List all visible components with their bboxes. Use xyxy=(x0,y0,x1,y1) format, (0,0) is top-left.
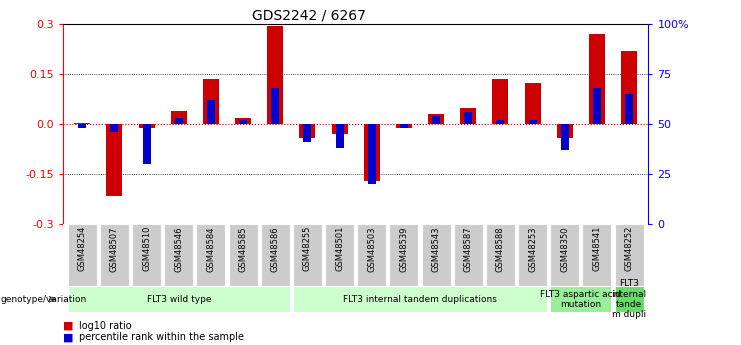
Bar xyxy=(357,224,386,286)
Text: FLT3 wild type: FLT3 wild type xyxy=(147,295,211,304)
Bar xyxy=(422,224,451,286)
Bar xyxy=(464,112,472,124)
Bar xyxy=(68,224,97,286)
Text: FLT3
internal
tande
m dupli: FLT3 internal tande m dupli xyxy=(611,279,647,319)
Bar xyxy=(561,124,569,150)
Bar xyxy=(432,116,440,124)
Bar xyxy=(325,224,354,286)
Bar xyxy=(589,34,605,124)
Text: GSM48587: GSM48587 xyxy=(464,226,473,272)
Bar xyxy=(110,124,119,132)
Bar xyxy=(396,124,412,128)
Bar xyxy=(486,224,515,286)
Text: FLT3 internal tandem duplications: FLT3 internal tandem duplications xyxy=(343,295,497,304)
Bar xyxy=(100,224,129,286)
Title: GDS2242 / 6267: GDS2242 / 6267 xyxy=(252,9,366,23)
Text: GSM48546: GSM48546 xyxy=(174,226,183,272)
Text: percentile rank within the sample: percentile rank within the sample xyxy=(79,333,245,342)
Bar xyxy=(625,94,633,124)
Text: GSM48253: GSM48253 xyxy=(528,226,537,272)
Text: GSM48541: GSM48541 xyxy=(592,226,602,272)
Bar xyxy=(165,224,193,286)
Bar xyxy=(614,286,643,312)
Bar xyxy=(518,224,547,286)
Bar xyxy=(303,124,311,142)
Bar xyxy=(496,120,505,124)
Text: GSM48252: GSM48252 xyxy=(625,226,634,272)
Bar xyxy=(142,124,150,164)
Bar xyxy=(139,124,155,128)
Bar xyxy=(79,124,86,128)
Bar xyxy=(460,108,476,124)
Text: GSM48254: GSM48254 xyxy=(78,226,87,272)
Bar xyxy=(390,224,419,286)
Bar xyxy=(556,124,573,138)
Bar xyxy=(268,26,283,124)
Text: GSM48588: GSM48588 xyxy=(496,226,505,272)
Bar xyxy=(239,120,247,124)
Bar xyxy=(551,224,579,286)
Bar xyxy=(107,124,122,196)
Text: GSM48510: GSM48510 xyxy=(142,226,151,272)
Text: GSM48543: GSM48543 xyxy=(431,226,441,272)
Bar xyxy=(74,122,90,124)
Bar xyxy=(368,124,376,184)
Bar xyxy=(551,286,611,312)
Bar xyxy=(528,120,536,124)
Bar xyxy=(229,224,258,286)
Bar xyxy=(364,124,380,181)
Bar xyxy=(331,124,348,134)
Bar xyxy=(261,224,290,286)
Bar xyxy=(428,114,444,124)
Bar xyxy=(614,224,643,286)
Text: ■: ■ xyxy=(63,333,73,342)
Text: GSM48584: GSM48584 xyxy=(207,226,216,272)
Text: FLT3 aspartic acid
mutation: FLT3 aspartic acid mutation xyxy=(540,289,622,309)
Bar xyxy=(400,124,408,128)
Bar xyxy=(582,224,611,286)
Text: ■: ■ xyxy=(63,321,73,331)
Bar xyxy=(196,224,225,286)
Bar xyxy=(203,79,219,124)
Bar xyxy=(453,224,482,286)
Bar xyxy=(293,286,547,312)
Bar xyxy=(271,88,279,124)
Bar xyxy=(299,124,316,138)
Bar xyxy=(235,118,251,124)
Text: GSM48350: GSM48350 xyxy=(560,226,569,272)
Bar xyxy=(525,82,541,124)
Text: GSM48507: GSM48507 xyxy=(110,226,119,272)
Text: GSM48501: GSM48501 xyxy=(335,226,344,272)
Text: GSM48539: GSM48539 xyxy=(399,226,408,272)
Bar xyxy=(336,124,344,148)
Text: GSM48586: GSM48586 xyxy=(270,226,280,272)
Text: GSM48503: GSM48503 xyxy=(368,226,376,272)
Bar xyxy=(132,224,161,286)
Bar xyxy=(175,118,183,124)
Bar xyxy=(593,88,601,124)
Text: genotype/variation: genotype/variation xyxy=(1,295,87,304)
Bar xyxy=(293,224,322,286)
Text: log10 ratio: log10 ratio xyxy=(79,321,132,331)
Text: GSM48585: GSM48585 xyxy=(239,226,247,272)
Bar xyxy=(621,51,637,124)
Bar xyxy=(170,111,187,124)
Text: GSM48255: GSM48255 xyxy=(303,226,312,272)
Bar xyxy=(68,286,290,312)
Bar xyxy=(207,100,215,124)
Bar xyxy=(492,79,508,124)
